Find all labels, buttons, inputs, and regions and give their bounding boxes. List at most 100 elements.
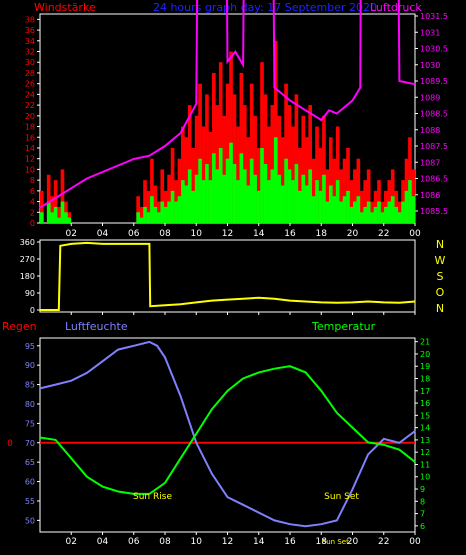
wind-avg-bar: [198, 158, 202, 223]
wind-gust-bar: [170, 147, 175, 223]
pressure-y-tick-label: 1089: [420, 93, 440, 102]
pressure-y-tick-label: 1087: [420, 158, 440, 167]
wind-avg-bar: [67, 217, 72, 223]
wind-gust-bar: [280, 137, 285, 223]
wind-avg-bar: [304, 185, 309, 223]
wind-y-tick-label: 2: [30, 208, 35, 217]
temperature-y-tick-label: 12: [420, 448, 430, 457]
wind-avg-bar: [308, 169, 312, 223]
humidity-x-tick-label: 08: [159, 537, 171, 547]
wind-gust-bar: [239, 72, 244, 223]
wind-avg-bar: [256, 190, 261, 223]
temperature-line: [39, 365, 416, 495]
sunset-label: Sun Set: [324, 492, 359, 502]
wind-avg-bar: [201, 180, 206, 223]
wind-gust-bar: [335, 126, 340, 223]
wind-avg-bar: [143, 206, 147, 223]
regen-label: Regen: [2, 320, 37, 333]
wind-avg-bar: [236, 180, 240, 223]
wind-avg-bar: [146, 212, 151, 223]
humidity-x-tick-label: 16: [284, 537, 296, 547]
wind-x-tick-label: 04: [97, 229, 109, 239]
direction-y-tick-label: 0: [30, 306, 35, 315]
wind-avg-bar: [232, 164, 237, 223]
pressure-y-tick-label: 1085.5: [420, 207, 448, 216]
wind-gust-bar: [136, 196, 140, 223]
pressure-y-tick-label: 1031: [420, 28, 440, 37]
wind-avg-bar: [363, 206, 368, 223]
wind-y-tick-label: 20: [25, 112, 35, 121]
wind-gust-bar: [273, 40, 278, 223]
wind-gust-bar: [332, 158, 337, 223]
wind-x-tick-label: 12: [222, 229, 233, 239]
wind-gust-bar: [212, 72, 216, 223]
wind-avg-bar: [411, 196, 416, 223]
wind-gust-bar: [256, 147, 261, 223]
wind-gust-bar: [229, 51, 233, 224]
pressure-y-tick-label: 1030: [420, 61, 440, 70]
compass-label: S: [437, 270, 444, 283]
wind-gust-bar: [246, 137, 251, 223]
humidity-y-tick-label: 75: [25, 419, 35, 428]
direction-y-tick-label: 270: [20, 255, 35, 264]
wind-y-tick-label: 22: [25, 101, 35, 110]
wind-x-tick-label: 06: [128, 229, 140, 239]
wind-avg-bar: [401, 201, 405, 223]
wind-avg-bar: [384, 206, 388, 223]
wind-gust-bar: [298, 147, 302, 223]
wind-gust-bar: [397, 201, 402, 223]
humidity-y-tick-label: 60: [25, 478, 35, 487]
pressure-y-tick-label: 1086.5: [420, 175, 448, 184]
graph-day-title: 24 hours graph day: 17 September 2020: [153, 1, 377, 14]
wind-avg-bar: [239, 153, 244, 223]
wind-gust-bar: [53, 180, 58, 223]
wind-x-tick-label: 14: [253, 229, 265, 239]
wind-avg-bar: [218, 147, 223, 223]
humidity-x-tick-label: 02: [66, 537, 77, 547]
wind-avg-bar: [242, 169, 247, 223]
sunset-tick-label: Sun Set: [322, 538, 349, 546]
windstaerke-label: Windstärke: [34, 1, 96, 14]
wind-avg-bar: [390, 196, 395, 223]
wind-gust-bar: [218, 62, 223, 223]
wind-avg-bar: [40, 212, 44, 223]
direction-y-tick-label: 90: [25, 289, 35, 298]
wind-y-tick-label: 30: [25, 58, 35, 67]
wind-avg-bar: [370, 212, 374, 223]
wind-avg-bar: [215, 169, 220, 223]
wind-avg-bar: [246, 185, 251, 223]
wind-gust-bar: [198, 83, 202, 224]
pressure-line: [39, 0, 416, 209]
wind-gust-bar: [177, 158, 182, 223]
wind-avg-bar: [270, 169, 275, 223]
wind-avg-bar: [377, 201, 381, 223]
wind-gust-bar: [322, 115, 326, 223]
wind-avg-bar: [167, 201, 171, 223]
humidity-line: [39, 340, 416, 528]
humidity-x-tick-label: 20: [347, 537, 359, 547]
wind-avg-bar: [187, 169, 192, 223]
wind-gust-bar: [150, 158, 154, 223]
wind-y-tick-label: 34: [25, 37, 35, 46]
wind-gust-bar: [253, 115, 257, 223]
temperature-y-tick-label: 11: [420, 460, 430, 469]
wind-x-tick-label: 18: [316, 229, 328, 239]
wind-gust-bar: [263, 94, 268, 223]
wind-gust-bar: [311, 158, 316, 223]
compass-label: N: [436, 238, 444, 251]
pressure-y-tick-label: 1089.5: [420, 77, 448, 86]
temperature-y-tick-label: 16: [420, 399, 430, 408]
compass-label: W: [435, 254, 446, 267]
wind-gust-bar: [339, 169, 343, 223]
compass-label: N: [436, 302, 444, 315]
wind-avg-bar: [136, 212, 140, 223]
wind-x-tick-label: 08: [159, 229, 171, 239]
wind-gust-bar: [50, 196, 54, 223]
wind-gust-bar: [366, 169, 371, 223]
wind-avg-bar: [212, 153, 216, 223]
wind-x-tick-label: 20: [347, 229, 359, 239]
wind-gust-bar: [356, 158, 361, 223]
wind-x-tick-label: 10: [191, 229, 203, 239]
wind-avg-bar: [328, 185, 333, 223]
